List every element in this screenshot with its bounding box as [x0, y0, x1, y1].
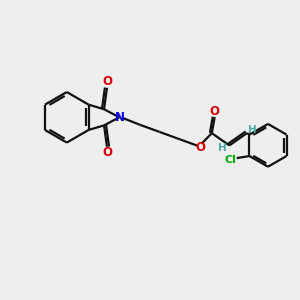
Text: O: O [195, 141, 205, 154]
Text: N: N [114, 111, 124, 124]
Text: H: H [248, 124, 257, 135]
Text: H: H [218, 143, 227, 153]
Text: O: O [210, 105, 220, 118]
Text: Cl: Cl [225, 154, 237, 165]
Text: O: O [102, 75, 112, 88]
Text: O: O [102, 146, 112, 159]
